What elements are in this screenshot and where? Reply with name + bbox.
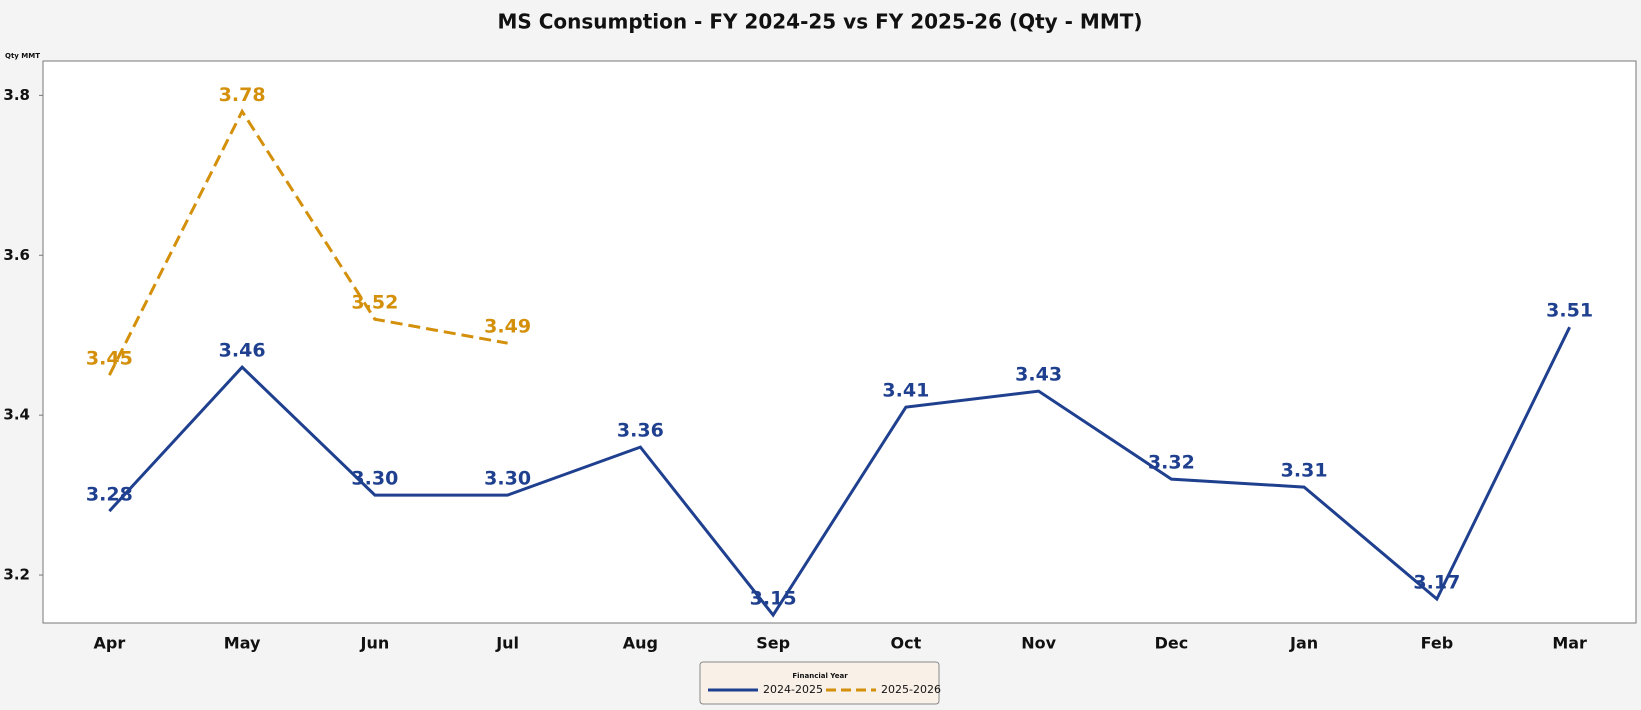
data-label: 3.30 [484,468,531,490]
y-tick-label: 3.6 [3,246,30,264]
plot-area [42,60,1637,624]
x-tick-label: Sep [756,634,790,653]
data-label: 3.43 [1015,364,1062,386]
x-tick-label: Nov [1021,634,1056,653]
y-tick-label: 3.8 [3,86,30,104]
series-line [108,108,508,376]
x-tick-label: Dec [1155,634,1189,653]
data-label: 3.49 [484,316,531,338]
y-tick-label: 3.4 [3,406,30,424]
y-axis-label: Qty MMT [5,52,40,60]
data-label: 3.45 [86,348,133,370]
data-label: 3.52 [351,292,398,314]
x-tick-label: Apr [94,634,126,653]
x-tick-label: Jun [360,634,390,653]
x-tick-label: Aug [623,634,658,653]
series-line [108,326,1571,618]
chart-title: MS Consumption - FY 2024-25 vs FY 2025-2… [497,10,1142,34]
x-tick-label: Mar [1552,634,1587,653]
data-label: 3.36 [617,420,664,442]
data-label: 3.51 [1546,300,1593,322]
legend-title: Financial Year [792,672,848,680]
y-tick-label: 3.2 [3,566,30,584]
x-tick-label: May [224,634,261,653]
data-label: 3.31 [1281,460,1328,482]
data-label: 3.78 [219,84,266,106]
data-label: 3.28 [86,484,133,506]
data-label: 3.32 [1148,452,1195,474]
legend-label: 2024-2025 [763,683,823,696]
x-tick-label: Jul [495,634,519,653]
data-label: 3.46 [219,340,266,362]
x-tick-label: Oct [891,634,922,653]
x-tick-label: Jan [1289,634,1318,653]
data-label: 3.15 [750,588,797,610]
legend-label: 2025-2026 [881,683,941,696]
data-label: 3.30 [351,468,398,490]
legend-box [699,661,940,705]
data-label: 3.41 [882,380,929,402]
x-tick-label: Feb [1421,634,1454,653]
data-label: 3.17 [1413,572,1460,594]
